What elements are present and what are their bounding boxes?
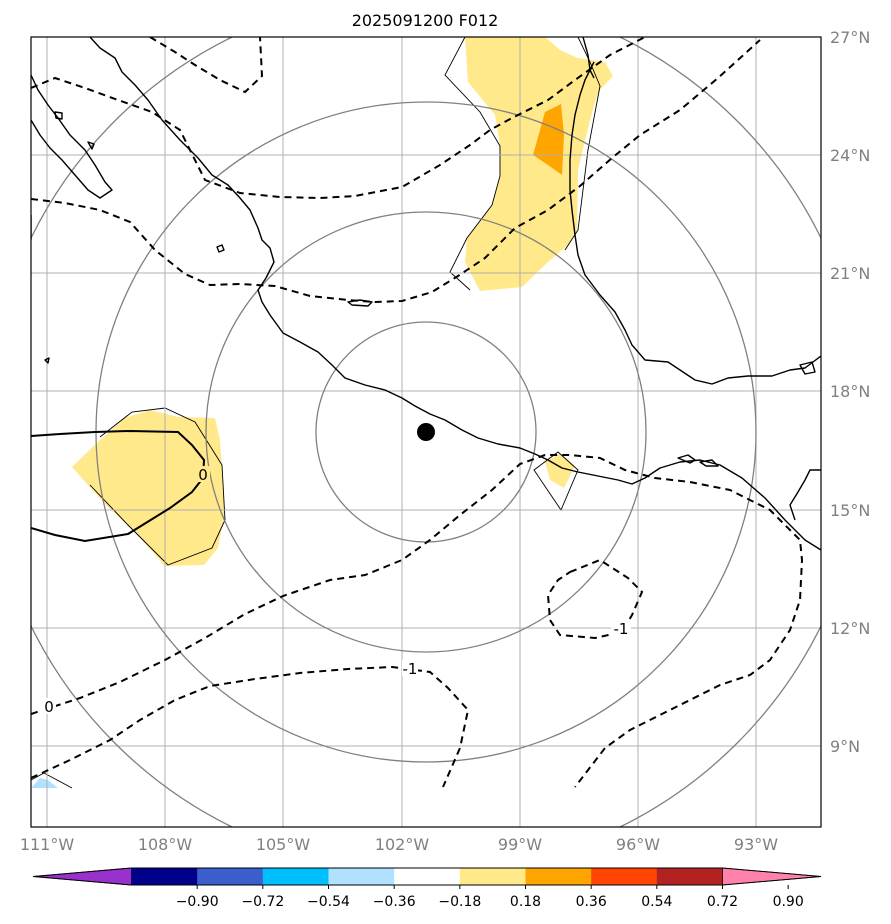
- contour-dashed-north-1: [149, 37, 264, 94]
- contour-dashed-north-3: [31, 39, 761, 304]
- colorbar-segments: [32, 867, 822, 886]
- range-ring-2: [205, 211, 647, 653]
- contour-label-minus-one-east: -1: [614, 620, 629, 638]
- island-marias: [347, 299, 373, 307]
- colorbar: −0.90 −0.72 −0.54 −0.36 −0.18 0.18 0.36 0.54 0.7…: [32, 867, 822, 910]
- island-small-1: [44, 357, 50, 364]
- map-title: 2025091200 F012: [352, 11, 499, 30]
- contour-label-minus-one-south: -1: [403, 660, 418, 678]
- colorbar-segment: [197, 868, 264, 885]
- lon-label-102: 102°W: [375, 835, 430, 854]
- island-gulf-small: [799, 361, 816, 375]
- contour-dashed-closed: [546, 558, 644, 640]
- contour-dashed-south-1: [31, 454, 804, 788]
- colorbar-tick-label: 0.90: [773, 894, 804, 910]
- positive-region-north: [465, 37, 613, 291]
- island-bay-2: [87, 141, 95, 150]
- colorbar-segment: [262, 868, 329, 885]
- colorbar-segment: [394, 868, 461, 885]
- contour-label-zero-west: 0: [198, 466, 208, 484]
- map-frame: [30, 36, 822, 828]
- coastline-mainland-gulf: [569, 37, 821, 385]
- colorbar-tick-label: 0.72: [707, 894, 738, 910]
- map-area: [31, 37, 821, 827]
- colorbar-segment: [591, 868, 658, 885]
- lon-label-99: 99°W: [498, 835, 542, 854]
- colorbar-tick-label: 0.54: [641, 894, 672, 910]
- coastlines: [31, 37, 821, 551]
- lon-label-96: 96°W: [616, 835, 660, 854]
- lat-label-15: 15°N: [830, 501, 870, 520]
- contour-dashed-south-2: [31, 665, 470, 788]
- colorbar-segment: [131, 868, 198, 885]
- lat-label-18: 18°N: [830, 382, 870, 401]
- lon-label-105: 105°W: [256, 835, 311, 854]
- outline-north: [444, 37, 501, 291]
- outline-isthmus: [533, 451, 579, 511]
- shaded-regions: [31, 37, 613, 788]
- lat-label-12: 12°N: [830, 619, 870, 638]
- island-bay-1: [54, 111, 63, 120]
- island-campeche: [699, 459, 719, 467]
- colorbar-tick-label: 0.18: [510, 894, 541, 910]
- contour-label-zero-low: 0: [44, 698, 54, 716]
- lon-label-93: 93°W: [734, 835, 778, 854]
- colorbar-segment: [328, 868, 395, 885]
- colorbar-tick-label: −0.90: [176, 894, 219, 910]
- positive-region-west: [72, 410, 225, 566]
- coastline-baja-east: [31, 74, 113, 199]
- strong-positive-region: [533, 104, 564, 175]
- island-socorro: [216, 244, 225, 253]
- colorbar-extend-min: [32, 867, 132, 886]
- negative-region-southwest: [31, 778, 58, 788]
- colorbar-ticks: −0.90 −0.72 −0.54 −0.36 −0.18 0.18 0.36 0.54 0.7…: [176, 885, 804, 910]
- latitude-labels: 27°N 24°N 21°N 18°N 15°N 12°N 9°N: [830, 28, 870, 756]
- colorbar-segment: [525, 868, 592, 885]
- longitude-labels: 111°W 108°W 105°W 102°W 99°W 96°W 93°W: [20, 835, 778, 854]
- contour-dashed-north-2: [31, 37, 646, 200]
- lat-label-9: 9°N: [830, 737, 860, 756]
- lat-label-24: 24°N: [830, 146, 870, 165]
- colorbar-outline: [32, 867, 822, 886]
- colorbar-tick-label: −0.18: [438, 894, 481, 910]
- shaded-outlines: [31, 37, 601, 789]
- contour-labels: 0 0 -1 -1: [42, 466, 631, 716]
- colorbar-segment: [656, 868, 723, 885]
- colorbar-tick-label: −0.72: [241, 894, 284, 910]
- island-tamaulipas: [677, 454, 696, 464]
- colorbar-tick-label: −0.54: [307, 894, 350, 910]
- colorbar-extend-max: [722, 867, 822, 886]
- lat-label-27: 27°N: [830, 28, 870, 47]
- colorbar-segment: [459, 868, 526, 885]
- dashed-contours: [31, 37, 804, 788]
- coastline-yucatan-edge: [789, 469, 821, 521]
- lon-label-111: 111°W: [20, 835, 75, 854]
- lat-label-21: 21°N: [830, 264, 870, 283]
- outline-west: [89, 407, 226, 566]
- storm-center-marker: [417, 423, 435, 441]
- coastline-mainland-pacific: [89, 37, 821, 551]
- colorbar-tick-label: 0.36: [576, 894, 607, 910]
- colorbar-tick-label: −0.36: [373, 894, 416, 910]
- lon-label-108: 108°W: [138, 835, 193, 854]
